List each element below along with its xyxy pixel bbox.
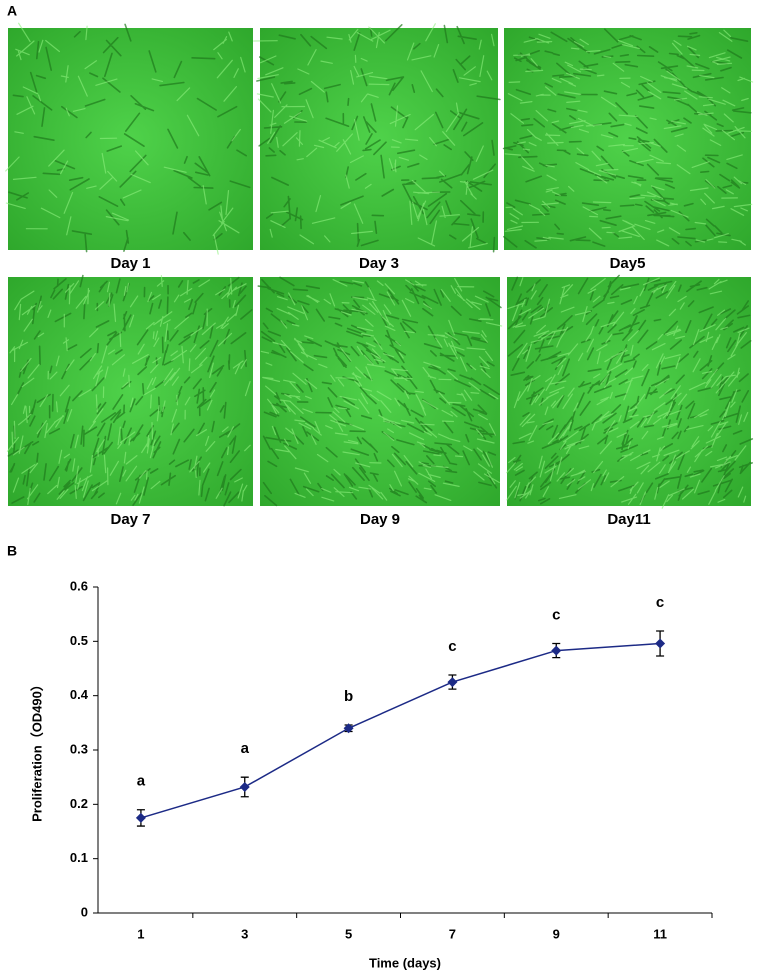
- x-tick-label: 3: [241, 926, 248, 941]
- micrograph: [260, 277, 500, 506]
- y-tick-label: 0.5: [70, 633, 88, 648]
- y-tick-label: 0.1: [70, 850, 88, 865]
- cell-texture: [256, 24, 501, 253]
- x-tick-label: 11: [653, 926, 667, 941]
- image-caption: Day 1: [110, 255, 150, 272]
- significance-label: c: [448, 638, 456, 655]
- cell-texture: [8, 23, 251, 253]
- cell-texture: [7, 274, 253, 507]
- data-point: [551, 645, 562, 656]
- y-axis-title: Proliferation（OD490）: [29, 678, 44, 822]
- data-point: [239, 781, 250, 792]
- x-tick-label: 5: [345, 926, 352, 941]
- cell-texture: [253, 23, 495, 249]
- y-tick-label: 0.2: [70, 796, 88, 811]
- image-caption: Day11: [607, 511, 650, 528]
- image-caption: Day 7: [110, 511, 150, 528]
- x-tick-label: 1: [137, 926, 144, 941]
- significance-label: a: [137, 773, 146, 790]
- cell-texture: [5, 22, 246, 255]
- cell-texture: [507, 274, 754, 505]
- significance-label: a: [241, 740, 250, 757]
- data-point: [135, 812, 146, 823]
- cell-texture: [257, 276, 502, 507]
- significance-label: c: [552, 606, 560, 623]
- cell-texture: [504, 29, 754, 247]
- data-point: [655, 638, 666, 649]
- cell-texture: [6, 275, 251, 506]
- cell-texture: [260, 278, 503, 502]
- significance-label: b: [344, 688, 353, 705]
- y-tick-label: 0.6: [70, 578, 88, 593]
- x-axis-title: Time (days): [369, 955, 441, 970]
- x-tick-label: 7: [449, 926, 456, 941]
- data-point: [343, 723, 354, 734]
- image-caption: Day 3: [359, 255, 399, 272]
- y-tick-label: 0.4: [70, 687, 89, 702]
- y-tick-label: 0: [81, 904, 88, 919]
- panel-label: B: [7, 543, 17, 559]
- panel-label: A: [7, 3, 17, 19]
- image-caption: Day5: [610, 255, 646, 272]
- micrograph: [507, 277, 751, 506]
- x-tick-label: 9: [553, 926, 560, 941]
- data-point: [447, 677, 458, 688]
- image-caption: Day 9: [360, 511, 400, 528]
- y-tick-label: 0.3: [70, 741, 88, 756]
- significance-label: c: [656, 594, 664, 611]
- cell-texture: [506, 277, 750, 509]
- data-line: [140, 642, 661, 819]
